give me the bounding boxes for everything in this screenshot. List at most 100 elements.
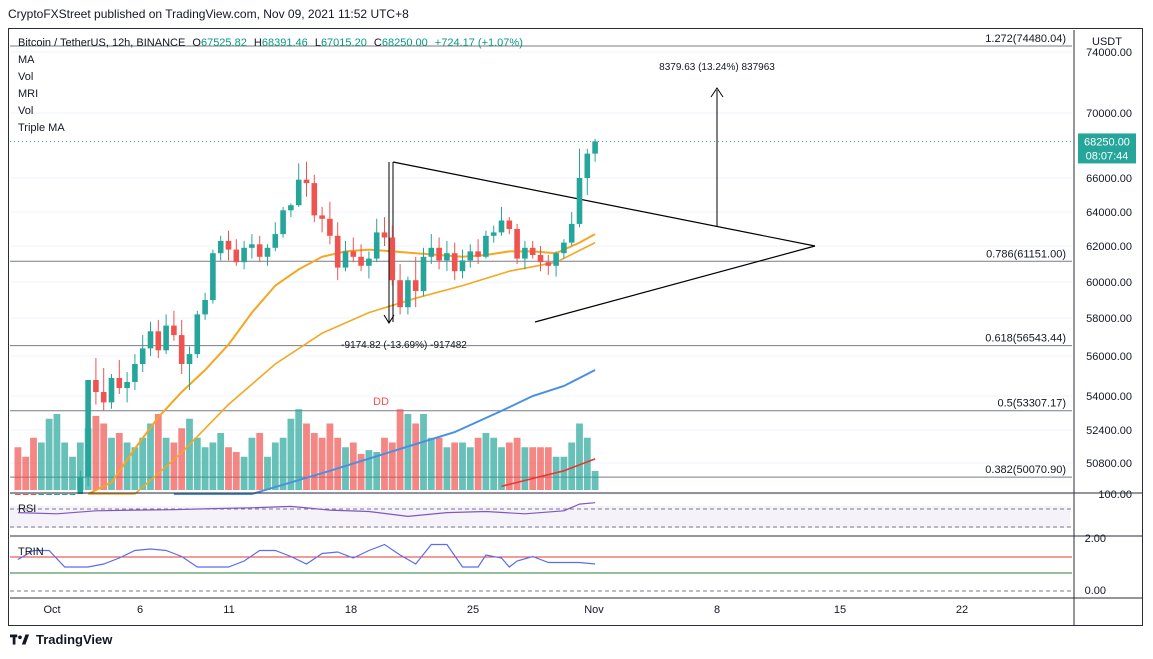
volume-bar-14: [123, 442, 131, 490]
candle-body-27: [225, 240, 232, 250]
candle-body-54: [436, 247, 442, 261]
measure-up-arrow: [710, 87, 724, 98]
time-tick-6: 6: [137, 604, 143, 616]
candle-body-30: [249, 244, 255, 248]
volume-bar-48: [388, 442, 396, 490]
volume-bar-4: [45, 418, 53, 490]
last-price-tag: [1078, 133, 1136, 164]
symbol-name[interactable]: Bitcoin / TetherUS, 12h, BINANCE: [18, 37, 186, 49]
volume-bar-45: [365, 450, 373, 490]
rsi-line: [17, 502, 596, 518]
candle-body-47: [381, 232, 388, 238]
tradingview-logo-icon: [10, 634, 30, 645]
chart-frame[interactable]: [8, 28, 1143, 626]
indicator-label-ma[interactable]: MA: [18, 54, 35, 66]
fib-label-0.5: 0.5(53307.17): [998, 398, 1067, 410]
volume-bar-47: [381, 437, 388, 490]
time-tick-25: 25: [467, 604, 479, 616]
candle-body-28: [233, 249, 240, 263]
open-label: O: [192, 37, 201, 49]
candle-body-20: [171, 325, 177, 336]
ohlc-line: Bitcoin / TetherUS, 12h, BINANCE O67525.…: [18, 35, 523, 52]
volume-bar-61: [490, 437, 498, 490]
candle-body-66: [529, 247, 536, 255]
candle-body-74: [592, 141, 598, 154]
trin-pane: TRIN 2.00 0.00: [10, 533, 1106, 597]
candle-body-56: [451, 253, 458, 272]
price-tick-1: 70000.00: [1086, 108, 1132, 120]
price-tick-0: 74000.00: [1086, 47, 1132, 59]
rsi-pane: RSI: [10, 502, 1072, 528]
volume-bar-39: [318, 437, 326, 490]
volume-bar-8: [76, 442, 84, 490]
rsi-label: RSI: [18, 503, 36, 515]
candle-body-55: [444, 253, 450, 261]
fib-label-0.382: 0.382(50070.90): [985, 464, 1066, 476]
indicator-label-vol-2[interactable]: Vol: [18, 105, 34, 117]
trin-tick-2: 2.00: [1085, 533, 1106, 545]
volume-bar-41: [334, 437, 342, 490]
candle-body-16: [139, 348, 146, 364]
chart-legend: Bitcoin / TetherUS, 12h, BINANCE O67525.…: [18, 35, 523, 137]
candle-body-8: [77, 476, 84, 494]
volume-bar-66: [529, 447, 537, 490]
volume-bar-22: [186, 418, 193, 490]
volume-bar-59: [474, 437, 482, 490]
price-tick-11: 100.00: [1098, 489, 1132, 501]
candle-body-31: [256, 244, 263, 257]
candle-body-59: [475, 251, 481, 257]
volume-bar-23: [193, 437, 201, 490]
ma-orange-slow-line: [88, 241, 596, 495]
volume-bar-31: [256, 433, 264, 490]
measure-up-label: 8379.63 (13.24%) 837963: [659, 62, 775, 73]
close-value: 68250.00: [381, 37, 428, 49]
last-price-text: 68250.00: [1084, 136, 1130, 148]
close-label: C: [373, 37, 382, 49]
tradingview-footer[interactable]: TradingView: [10, 632, 112, 647]
candle-body-61: [490, 232, 497, 236]
fib-label-1.272: 1.272(74480.04): [985, 33, 1066, 45]
indicator-label-mri[interactable]: MRI: [18, 88, 39, 100]
publish-header: CryptoFXStreet published on TradingView.…: [8, 7, 409, 21]
indicator-label-vol[interactable]: Vol: [18, 71, 34, 83]
volume-bar-5: [53, 414, 61, 490]
candle-body-34: [280, 210, 286, 235]
candle-body-3: [38, 494, 45, 495]
volume-bar-7: [69, 456, 76, 490]
high-value: 68391.46: [261, 37, 308, 49]
candle-body-53: [428, 247, 435, 257]
price-tick-8: 54000.00: [1086, 391, 1132, 403]
volume-bar-73: [583, 437, 591, 490]
candle-body-36: [295, 179, 302, 206]
volume-bar-17: [147, 423, 154, 490]
candle-body-0: [15, 494, 21, 495]
triangle-pattern: [392, 161, 816, 323]
volume-bar-29: [240, 456, 248, 490]
candle-body-67: [537, 255, 544, 263]
candle-body-14: [124, 382, 130, 388]
price-tick-5: 60000.00: [1086, 277, 1132, 289]
candle-body-73: [584, 153, 591, 178]
volume-bar-21: [178, 428, 186, 490]
volume-bar-57: [459, 442, 466, 490]
volume-bar-70: [560, 456, 568, 490]
volume-bar-42: [342, 447, 349, 490]
candle-body-11: [100, 392, 107, 403]
candle-body-52: [420, 256, 427, 291]
volume-bar-6: [61, 442, 69, 490]
candle-body-12: [108, 378, 115, 403]
indicator-label-triple-ma[interactable]: Triple MA: [18, 122, 65, 134]
triangle-lower-line: [534, 245, 816, 323]
candle-body-32: [264, 247, 271, 257]
candle-body-46: [373, 232, 380, 259]
volume-bar-51: [412, 423, 420, 490]
countdown-text: 08:07:44: [1086, 150, 1129, 162]
volume-bar-35: [287, 418, 295, 490]
candle-body-38: [311, 183, 318, 216]
volume-bar-30: [248, 437, 256, 490]
price-tick-7: 56000.00: [1086, 351, 1132, 363]
volume-bar-12: [108, 437, 115, 490]
volume-bar-40: [326, 423, 334, 490]
candle-body-44: [358, 256, 364, 266]
